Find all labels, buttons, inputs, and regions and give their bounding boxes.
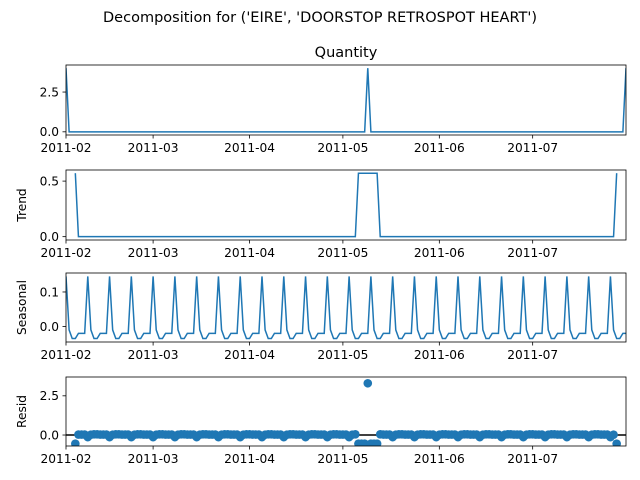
quantity-series-line — [66, 68, 626, 133]
seasonal-panel: 2011-02 2011-03 2011-04 2011-05 2011-06 2011-… — [15, 272, 627, 362]
x-tick-label: 2011-02 — [41, 141, 92, 155]
seasonal-series-line — [66, 276, 626, 340]
x-tick-label: 2011-06 — [414, 246, 465, 260]
resid-point — [363, 378, 373, 388]
resid-points — [71, 378, 621, 446]
x-tick-label: 2011-06 — [414, 141, 465, 155]
y-tick-label: 2.5 — [40, 85, 59, 99]
x-tick-label: 2011-07 — [507, 246, 558, 260]
resid-panel: 2011-02 2011-03 2011-04 2011-05 2011-06 2011-… — [15, 376, 627, 466]
x-tick-label: 2011-07 — [507, 141, 558, 155]
x-tick-label: 2011-04 — [224, 452, 275, 466]
x-tick-label: 2011-05 — [317, 348, 368, 362]
y-axis-label: Trend — [15, 188, 29, 222]
x-tick-label: 2011-03 — [128, 348, 179, 362]
y-axis-label: Resid — [15, 395, 29, 428]
x-tick-label: 2011-07 — [507, 452, 558, 466]
x-tick-label: 2011-06 — [414, 348, 465, 362]
y-axis-label: Seasonal — [15, 280, 29, 335]
resid-point — [612, 439, 621, 446]
y-tick-label: 0.0 — [40, 230, 59, 244]
axes-frame — [65, 169, 627, 241]
resid-point — [71, 439, 80, 446]
x-tick-label: 2011-03 — [128, 452, 179, 466]
x-tick-label: 2011-04 — [224, 246, 275, 260]
x-tick-label: 2011-02 — [41, 348, 92, 362]
y-tick-label: 0.0 — [40, 125, 59, 139]
panel-title: Quantity — [315, 45, 378, 61]
y-tick-label: 0.0 — [40, 428, 59, 442]
x-tick-label: 2011-02 — [41, 246, 92, 260]
y-tick-label: 0.0 — [40, 320, 59, 334]
x-tick-label: 2011-04 — [224, 141, 275, 155]
x-tick-label: 2011-07 — [507, 348, 558, 362]
resid-point — [609, 430, 618, 440]
x-tick-label: 2011-04 — [224, 348, 275, 362]
quantity-panel: Quantity 2011-02 2011-03 2011-04 2011-05 201… — [40, 45, 627, 155]
y-tick-label: 2.5 — [40, 389, 59, 403]
axes-frame — [65, 272, 627, 343]
x-tick-label: 2011-03 — [128, 246, 179, 260]
x-tick-label: 2011-06 — [414, 452, 465, 466]
trend-series-line — [74, 172, 618, 238]
axes-frame — [65, 376, 627, 447]
x-tick-label: 2011-05 — [317, 141, 368, 155]
x-tick-label: 2011-02 — [41, 452, 92, 466]
x-tick-label: 2011-05 — [317, 452, 368, 466]
figure-suptitle: Decomposition for ('EIRE', 'DOORSTOP RET… — [103, 10, 537, 26]
trend-panel: 2011-02 2011-03 2011-04 2011-05 2011-06 2011-… — [15, 169, 627, 260]
resid-point — [351, 430, 360, 439]
y-tick-label: 0.1 — [40, 285, 59, 299]
resid-point — [372, 439, 382, 446]
x-tick-label: 2011-03 — [128, 141, 179, 155]
y-tick-label: 0.5 — [40, 174, 59, 188]
axes-frame — [65, 64, 627, 136]
x-tick-label: 2011-05 — [317, 246, 368, 260]
